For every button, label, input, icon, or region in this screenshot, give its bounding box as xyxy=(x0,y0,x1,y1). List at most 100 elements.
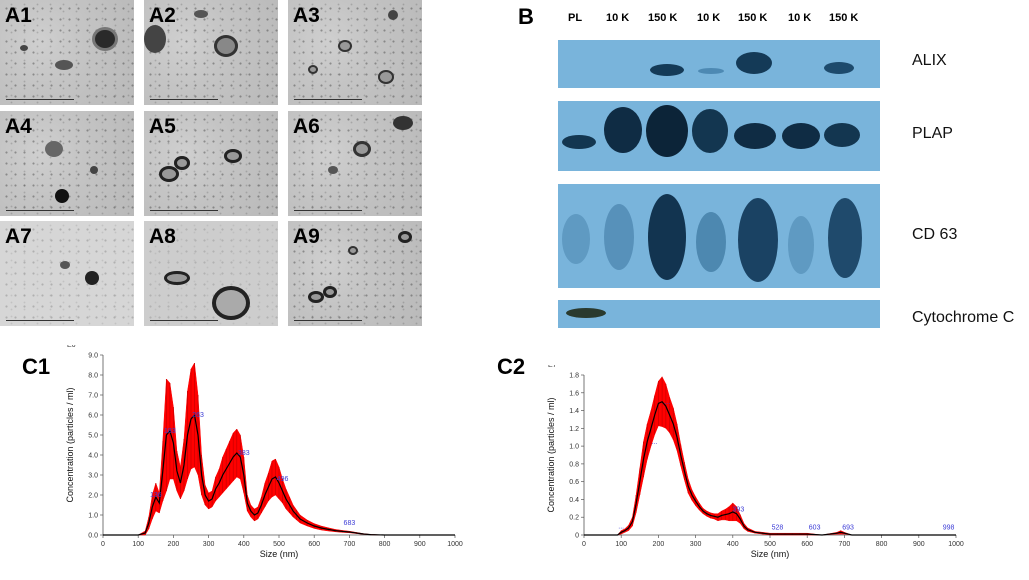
x-tick-label: 300 xyxy=(203,541,215,548)
y-tick-label: 0.8 xyxy=(569,461,579,468)
x-tick-label: 400 xyxy=(727,541,739,548)
y-exponent-label: E7 xyxy=(548,365,557,369)
lane-label: 150 K xyxy=(648,12,678,24)
tem-tile-a3: A3 xyxy=(288,0,422,105)
tem-label: A3 xyxy=(293,4,320,27)
x-tick-label: 200 xyxy=(168,541,180,548)
y-tick-label: 6.0 xyxy=(88,413,98,420)
nta-chart-c2: E7 0 0.2 0.4 0.6 0.8 1.0 1.2 1.4 1.6 1.8 0 100 200 300… xyxy=(546,365,964,559)
peak-label: 528 xyxy=(772,524,784,531)
nta-chart-c1: E6 0.0 1.0 2.0 3.0 4.0 5.0 6.0 7.0 8.0 9.0 0 100 200 3… xyxy=(65,345,463,559)
x-tick-label: 600 xyxy=(308,541,320,548)
x-tick-label: 300 xyxy=(690,541,702,548)
peak-label: 693 xyxy=(842,524,854,531)
peak-label: 603 xyxy=(809,524,821,531)
tem-tile-a6: A6 xyxy=(288,111,422,216)
y-tick-label: 0.0 xyxy=(88,533,98,540)
panel-c2-letter: C2 xyxy=(497,354,526,379)
tem-label: A4 xyxy=(5,115,32,138)
blot-alix xyxy=(558,40,880,88)
x-tick-label: 0 xyxy=(582,541,586,548)
x-axis-label: Size (nm) xyxy=(260,549,299,559)
x-tick-label: 200 xyxy=(653,541,665,548)
blot-plap xyxy=(558,101,880,171)
x-axis-label: Size (nm) xyxy=(751,549,790,559)
x-tick-label: 800 xyxy=(379,541,391,548)
y-tick-label: 1.6 xyxy=(569,390,579,397)
blot-label: CD 63 xyxy=(912,226,958,243)
tem-tile-a9: A9 xyxy=(288,221,422,326)
tem-label: A7 xyxy=(5,225,32,248)
tem-tile-a7: A7 xyxy=(0,221,134,326)
tem-label: A6 xyxy=(293,115,320,138)
y-tick-label: 1.8 xyxy=(569,373,579,380)
x-tick-label: 900 xyxy=(913,541,925,548)
peak-label: 136 xyxy=(150,492,162,499)
lane-label: 10 K xyxy=(788,12,812,24)
tem-tile-a4: A4 xyxy=(0,111,134,216)
lane-label: 10 K xyxy=(606,12,630,24)
tem-tile-a8: A8 xyxy=(144,221,278,326)
scale-bar xyxy=(294,99,362,100)
tem-label: A2 xyxy=(149,4,176,27)
tem-label: A5 xyxy=(149,115,176,138)
x-tick-label: 1000 xyxy=(948,541,964,548)
y-tick-label: 4.0 xyxy=(88,453,98,460)
y-tick-label: 1.0 xyxy=(569,444,579,451)
tem-label: A1 xyxy=(5,4,32,27)
peak-label: 393 xyxy=(733,507,745,514)
y-axis-label: Concentration (particles / ml) xyxy=(546,397,556,512)
scale-bar xyxy=(6,210,74,211)
blot-label: ALIX xyxy=(912,52,947,69)
y-tick-label: 2.0 xyxy=(88,493,98,500)
x-tick-label: 500 xyxy=(273,541,285,548)
scale-bar xyxy=(294,320,362,321)
y-tick-label: 5.0 xyxy=(88,433,98,440)
blot-cytochrome-c xyxy=(558,300,880,328)
x-tick-label: 500 xyxy=(764,541,776,548)
peak-label: 496 xyxy=(277,476,289,483)
blot-cd63 xyxy=(558,184,880,288)
scale-bar xyxy=(150,99,218,100)
y-tick-label: 1.2 xyxy=(569,426,579,433)
peak-label: ... xyxy=(665,399,671,406)
scale-bar xyxy=(150,320,218,321)
x-tick-label: 1000 xyxy=(447,541,463,548)
peak-label: 383 xyxy=(238,450,250,457)
peak-label: ... xyxy=(618,524,624,531)
y-tick-label: 0.6 xyxy=(569,479,579,486)
scale-bar xyxy=(6,320,74,321)
y-tick-label: 0.4 xyxy=(569,497,579,504)
panel-c1-letter: C1 xyxy=(22,354,51,379)
panel-b-letter: B xyxy=(518,4,534,29)
peak-label: ... xyxy=(652,439,658,446)
tem-image-grid: A1 A2 A3 A4 A5 A6 xyxy=(0,0,430,332)
peak-label: 183 xyxy=(164,428,176,435)
lane-label: 150 K xyxy=(738,12,768,24)
x-tick-label: 400 xyxy=(238,541,250,548)
blot-label: Cytochrome C xyxy=(912,309,1015,326)
error-band xyxy=(584,376,956,536)
x-tick-label: 600 xyxy=(801,541,813,548)
peak-label: 683 xyxy=(344,520,356,527)
lane-label: 10 K xyxy=(697,12,721,24)
x-tick-label: 700 xyxy=(839,541,851,548)
tem-tile-a2: A2 xyxy=(144,0,278,105)
x-tick-label: 100 xyxy=(615,541,627,548)
tem-label: A8 xyxy=(149,225,176,248)
lane-label: PL xyxy=(568,12,583,24)
tem-tile-a5: A5 xyxy=(144,111,278,216)
y-tick-label: 7.0 xyxy=(88,393,98,400)
mean-line xyxy=(103,413,455,536)
mean-line xyxy=(584,400,956,536)
x-tick-label: 100 xyxy=(132,541,144,548)
tem-label: A9 xyxy=(293,225,320,248)
y-tick-label: 1.4 xyxy=(569,408,579,415)
y-tick-label: 9.0 xyxy=(88,353,98,360)
y-tick-label: 0.2 xyxy=(569,515,579,522)
x-tick-label: 800 xyxy=(876,541,888,548)
scale-bar xyxy=(150,210,218,211)
y-tick-label: 0 xyxy=(575,533,579,540)
y-tick-label: 1.0 xyxy=(88,513,98,520)
lane-label: 150 K xyxy=(829,12,859,24)
